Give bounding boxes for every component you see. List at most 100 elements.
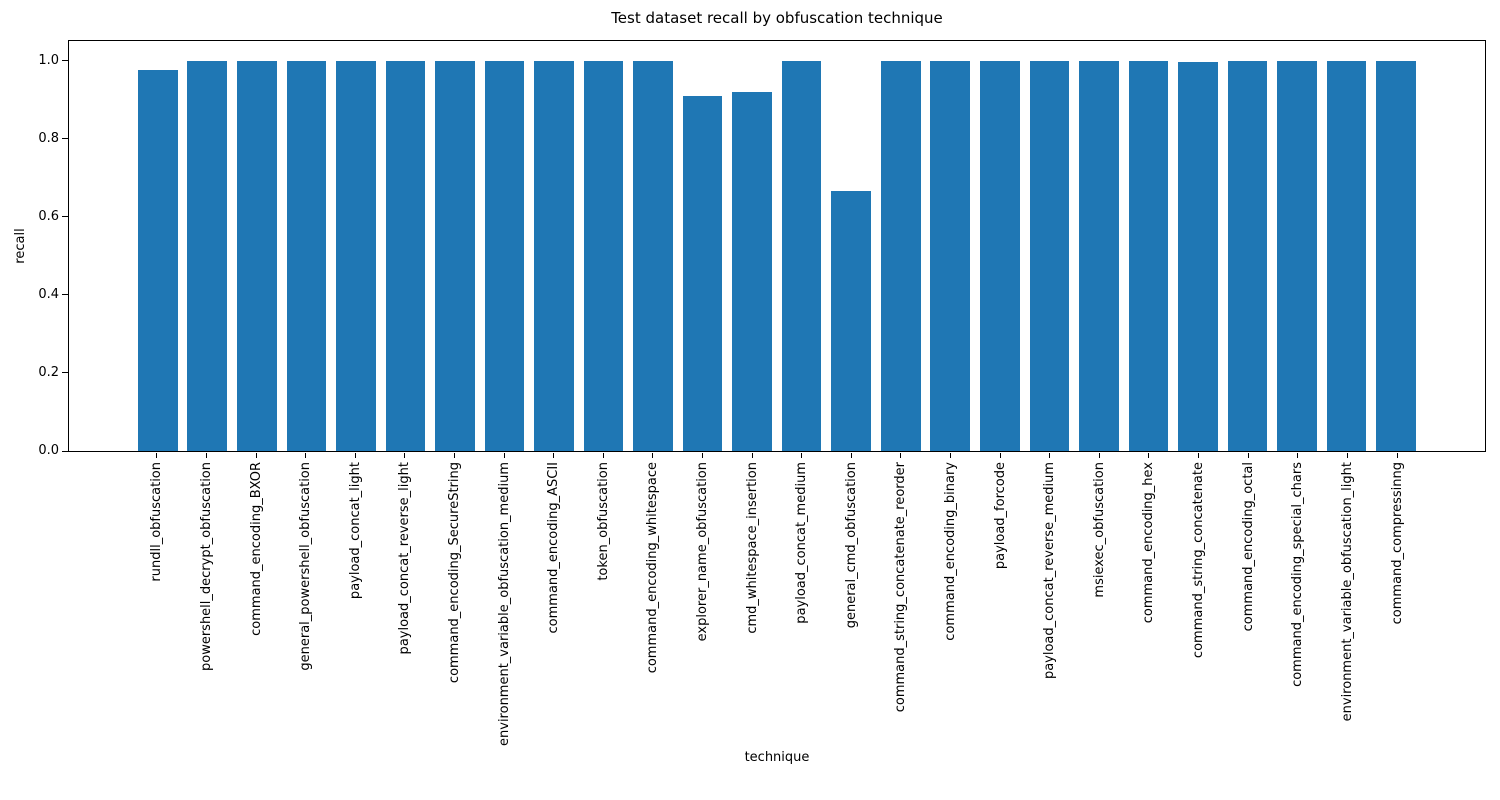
bar-slot	[926, 41, 976, 451]
bar-payload_concat_medium	[781, 60, 822, 451]
x-tick-mark	[453, 453, 455, 458]
x-tick: command_compressinng	[1372, 453, 1422, 746]
x-tick: rundll_obfuscation	[132, 453, 182, 746]
bar-environment_variable_obfuscation_medium	[484, 60, 525, 451]
bar-command_encoding_BXOR	[237, 60, 277, 451]
x-tick-mark	[702, 453, 703, 458]
bar-rundll_obfuscation	[137, 70, 178, 451]
x-tick-mark	[1396, 453, 1398, 458]
x-tick-label: command_encoding_hex	[1141, 462, 1157, 624]
bar-slot	[529, 41, 579, 451]
bar-slot	[1124, 41, 1174, 451]
bar-environment_variable_obfuscation_light	[1326, 60, 1367, 451]
x-tick-label: environment_variable_obfuscation_light	[1339, 462, 1355, 722]
bar-payload_forcode	[979, 60, 1020, 451]
x-tick-mark	[305, 453, 307, 458]
bar-command_encoding_octal	[1227, 60, 1268, 451]
y-tick-mark	[62, 138, 68, 140]
bar-command_encoding_SecureString	[435, 60, 475, 451]
bar-command_encoding_hex	[1128, 60, 1169, 451]
bar-payload_concat_reverse_medium	[1029, 60, 1070, 451]
y-tick-mark	[62, 294, 68, 296]
x-tick-mark	[850, 453, 852, 458]
bar-command_string_concatenate_reorder	[880, 60, 921, 451]
x-tick-mark	[1098, 453, 1100, 458]
x-tick-mark	[503, 453, 505, 458]
bar-explorer_name_obfuscation	[682, 95, 723, 451]
x-tick-mark	[1346, 453, 1348, 458]
bar-slot	[1322, 41, 1372, 451]
bar-slot	[183, 41, 233, 451]
bar-slot	[1272, 41, 1322, 451]
bar-command_encoding_ASCII	[534, 60, 574, 451]
x-tick: general_cmd_obfuscation	[827, 453, 877, 746]
x-tick-mark	[553, 453, 555, 458]
x-tick-label: payload_concat_reverse_medium	[1042, 462, 1058, 680]
y-tick-mark	[62, 372, 68, 374]
y-tick-label: 1.0	[38, 52, 59, 68]
y-tick-label: 0.2	[38, 364, 59, 380]
x-tick-mark	[999, 453, 1001, 458]
bar-slot	[628, 41, 678, 451]
chart-title: Test dataset recall by obfuscation techn…	[611, 9, 943, 27]
x-tick: payload_forcode	[975, 453, 1025, 746]
x-tick-label: command_string_concatenate	[1191, 462, 1207, 659]
bar-slot	[975, 41, 1025, 451]
x-tick-mark	[602, 453, 604, 458]
bar-slot	[232, 41, 282, 451]
bar-payload_concat_light	[336, 60, 376, 451]
bar-general_cmd_obfuscation	[831, 190, 872, 451]
x-tick: payload_concat_medium	[777, 453, 827, 746]
x-tick-label: powershell_decrypt_obfuscation	[198, 462, 214, 672]
y-tick-mark	[62, 450, 68, 452]
bar-slot	[1371, 41, 1421, 451]
x-axis-ticks: rundll_obfuscation powershell_decrypt_obf…	[68, 453, 1486, 746]
x-tick: command_encoding_binary	[926, 453, 976, 746]
x-tick-label: command_string_concatenate_reorder	[893, 462, 909, 713]
bar-slot	[579, 41, 629, 451]
bar-token_obfuscation	[583, 60, 624, 451]
x-tick-label: token_obfuscation	[595, 462, 611, 581]
bar-command_encoding_special_chars	[1277, 60, 1317, 451]
x-tick-mark	[255, 453, 257, 458]
x-tick: payload_concat_reverse_medium	[1025, 453, 1075, 746]
x-tick: command_encoding_SecureString	[430, 453, 480, 746]
y-tick-label: 0.4	[38, 286, 59, 302]
bar-slot	[876, 41, 926, 451]
x-tick: command_encoding_whitespace	[628, 453, 678, 746]
bar-general_powershell_obfuscation	[286, 60, 327, 451]
bar-slot	[480, 41, 530, 451]
x-tick: command_encoding_special_chars	[1273, 453, 1323, 746]
x-tick-label: command_encoding_whitespace	[645, 462, 661, 674]
x-tick: payload_concat_light	[330, 453, 380, 746]
bar-slot	[1025, 41, 1075, 451]
x-tick: environment_variable_obfuscation_light	[1323, 453, 1373, 746]
x-tick-label: general_powershell_obfuscation	[298, 462, 314, 671]
x-tick-mark	[950, 453, 952, 458]
x-tick-label: payload_concat_light	[347, 462, 363, 600]
bar-command_compressinng	[1376, 60, 1416, 451]
bar-command_string_concatenate	[1178, 62, 1218, 451]
plot-area: 0.0 0.2 0.4 0.6 0.8 1.0	[38, 40, 1486, 458]
x-tick-label: cmd_whitespace_insertion	[744, 462, 760, 634]
x-tick-label: command_encoding_ASCII	[546, 462, 562, 634]
y-tick-mark	[62, 60, 68, 62]
x-tick-label: general_cmd_obfuscation	[843, 462, 859, 629]
x-tick: explorer_name_obfuscation	[678, 453, 728, 746]
bar-slot	[282, 41, 332, 451]
y-tick-label: 0.8	[38, 130, 59, 146]
x-tick-label: payload_concat_reverse_light	[397, 462, 413, 655]
x-tick-mark	[900, 453, 902, 458]
x-tick-label: explorer_name_obfuscation	[695, 462, 710, 642]
bar-command_encoding_whitespace	[633, 60, 673, 451]
bar-slot	[1223, 41, 1273, 451]
x-tick-label: command_encoding_SecureString	[446, 462, 462, 684]
x-tick-label: payload_concat_medium	[794, 462, 810, 624]
x-tick-label: rundll_obfuscation	[149, 462, 165, 582]
bar-powershell_decrypt_obfuscation	[187, 60, 228, 451]
x-tick-mark	[354, 453, 356, 458]
x-tick: general_powershell_obfuscation	[281, 453, 331, 746]
y-tick-label: 0.6	[38, 208, 59, 224]
x-tick: command_encoding_hex	[1124, 453, 1174, 746]
x-tick-mark	[404, 453, 406, 458]
